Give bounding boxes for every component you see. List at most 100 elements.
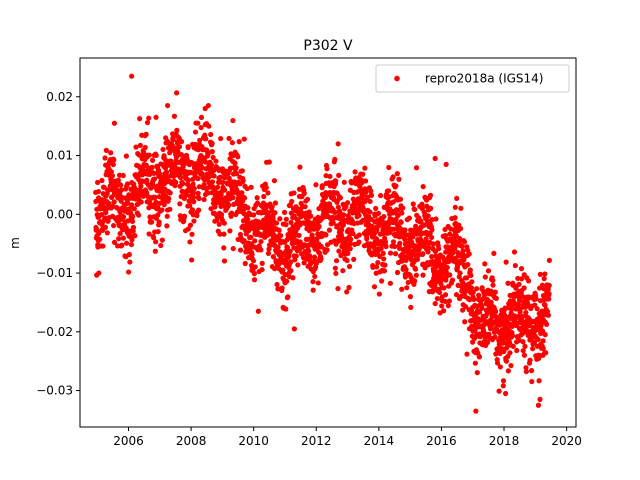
data-point: [272, 210, 278, 216]
data-point: [151, 235, 157, 241]
data-point: [422, 265, 428, 271]
data-point: [187, 222, 194, 228]
data-point: [418, 218, 424, 224]
data-point: [377, 253, 383, 259]
data-point: [537, 396, 543, 402]
data-point: [533, 296, 539, 302]
data-point: [439, 303, 445, 309]
data-point: [171, 113, 177, 119]
data-point: [296, 232, 302, 239]
data-point: [443, 161, 449, 167]
data-point: [230, 117, 236, 124]
data-point: [209, 149, 215, 155]
data-point: [272, 200, 279, 206]
data-point: [290, 275, 296, 281]
data-point: [147, 214, 153, 220]
data-point: [488, 299, 494, 305]
data-point: [149, 157, 156, 163]
data-point: [324, 247, 330, 253]
data-point: [209, 179, 216, 185]
data-point: [546, 282, 552, 288]
data-point: [102, 224, 109, 230]
data-point: [187, 203, 193, 209]
data-point: [441, 308, 447, 314]
data-point: [432, 300, 438, 307]
data-point: [356, 239, 362, 245]
data-point: [233, 165, 239, 171]
data-point: [197, 137, 203, 143]
data-point: [467, 267, 473, 273]
data-point: [362, 165, 368, 171]
data-point: [407, 294, 414, 300]
data-point: [527, 357, 533, 363]
data-point: [400, 205, 406, 211]
data-point: [226, 202, 232, 208]
data-point: [195, 176, 201, 182]
data-point: [352, 169, 358, 175]
data-point: [271, 178, 278, 184]
data-point: [166, 195, 172, 202]
data-point: [537, 271, 543, 277]
data-point: [430, 241, 436, 247]
data-point: [95, 188, 102, 195]
data-point: [348, 236, 354, 243]
data-point: [236, 139, 242, 145]
data-point: [522, 343, 528, 349]
x-tick-label: 2012: [301, 434, 332, 448]
data-point: [397, 196, 404, 202]
data-point: [514, 347, 520, 354]
data-point: [218, 211, 225, 218]
data-point: [226, 175, 232, 181]
data-point: [332, 156, 338, 163]
data-point: [381, 256, 387, 262]
data-point: [185, 144, 191, 151]
data-point: [198, 124, 204, 131]
data-point: [336, 172, 342, 178]
data-point: [507, 350, 513, 356]
data-point: [279, 285, 285, 291]
data-point: [118, 187, 125, 193]
data-point: [195, 190, 201, 196]
data-point: [436, 246, 442, 252]
data-point: [318, 256, 324, 262]
data-point: [540, 345, 546, 351]
data-point: [190, 190, 197, 196]
legend: repro2018a (IGS14): [375, 64, 570, 93]
data-point: [468, 272, 474, 279]
data-point: [318, 243, 324, 249]
data-point: [174, 127, 180, 133]
data-point: [118, 182, 124, 188]
data-point: [188, 170, 194, 176]
data-point: [341, 179, 347, 185]
data-point: [239, 168, 245, 174]
data-point: [191, 218, 197, 224]
data-point: [123, 153, 129, 159]
data-point: [482, 261, 488, 267]
data-point: [159, 207, 165, 213]
data-point: [143, 131, 149, 137]
data-point: [452, 215, 458, 221]
data-point: [288, 219, 294, 226]
data-point: [274, 281, 280, 288]
data-point: [214, 184, 221, 190]
data-point: [210, 154, 216, 161]
data-point: [402, 227, 408, 233]
data-point: [419, 201, 425, 207]
data-point: [414, 256, 421, 262]
data-point: [485, 339, 491, 345]
data-point: [133, 144, 139, 150]
data-point: [504, 345, 510, 351]
legend-marker: [394, 75, 400, 82]
data-point: [332, 265, 338, 271]
data-point: [333, 258, 340, 264]
data-point: [397, 225, 403, 232]
data-point: [258, 238, 264, 245]
data-point: [470, 289, 476, 295]
data-point: [216, 221, 222, 227]
data-point: [333, 178, 339, 184]
x-tick-label: 2008: [176, 434, 207, 448]
data-point: [149, 219, 155, 225]
data-point: [313, 182, 319, 188]
data-point: [350, 230, 356, 237]
